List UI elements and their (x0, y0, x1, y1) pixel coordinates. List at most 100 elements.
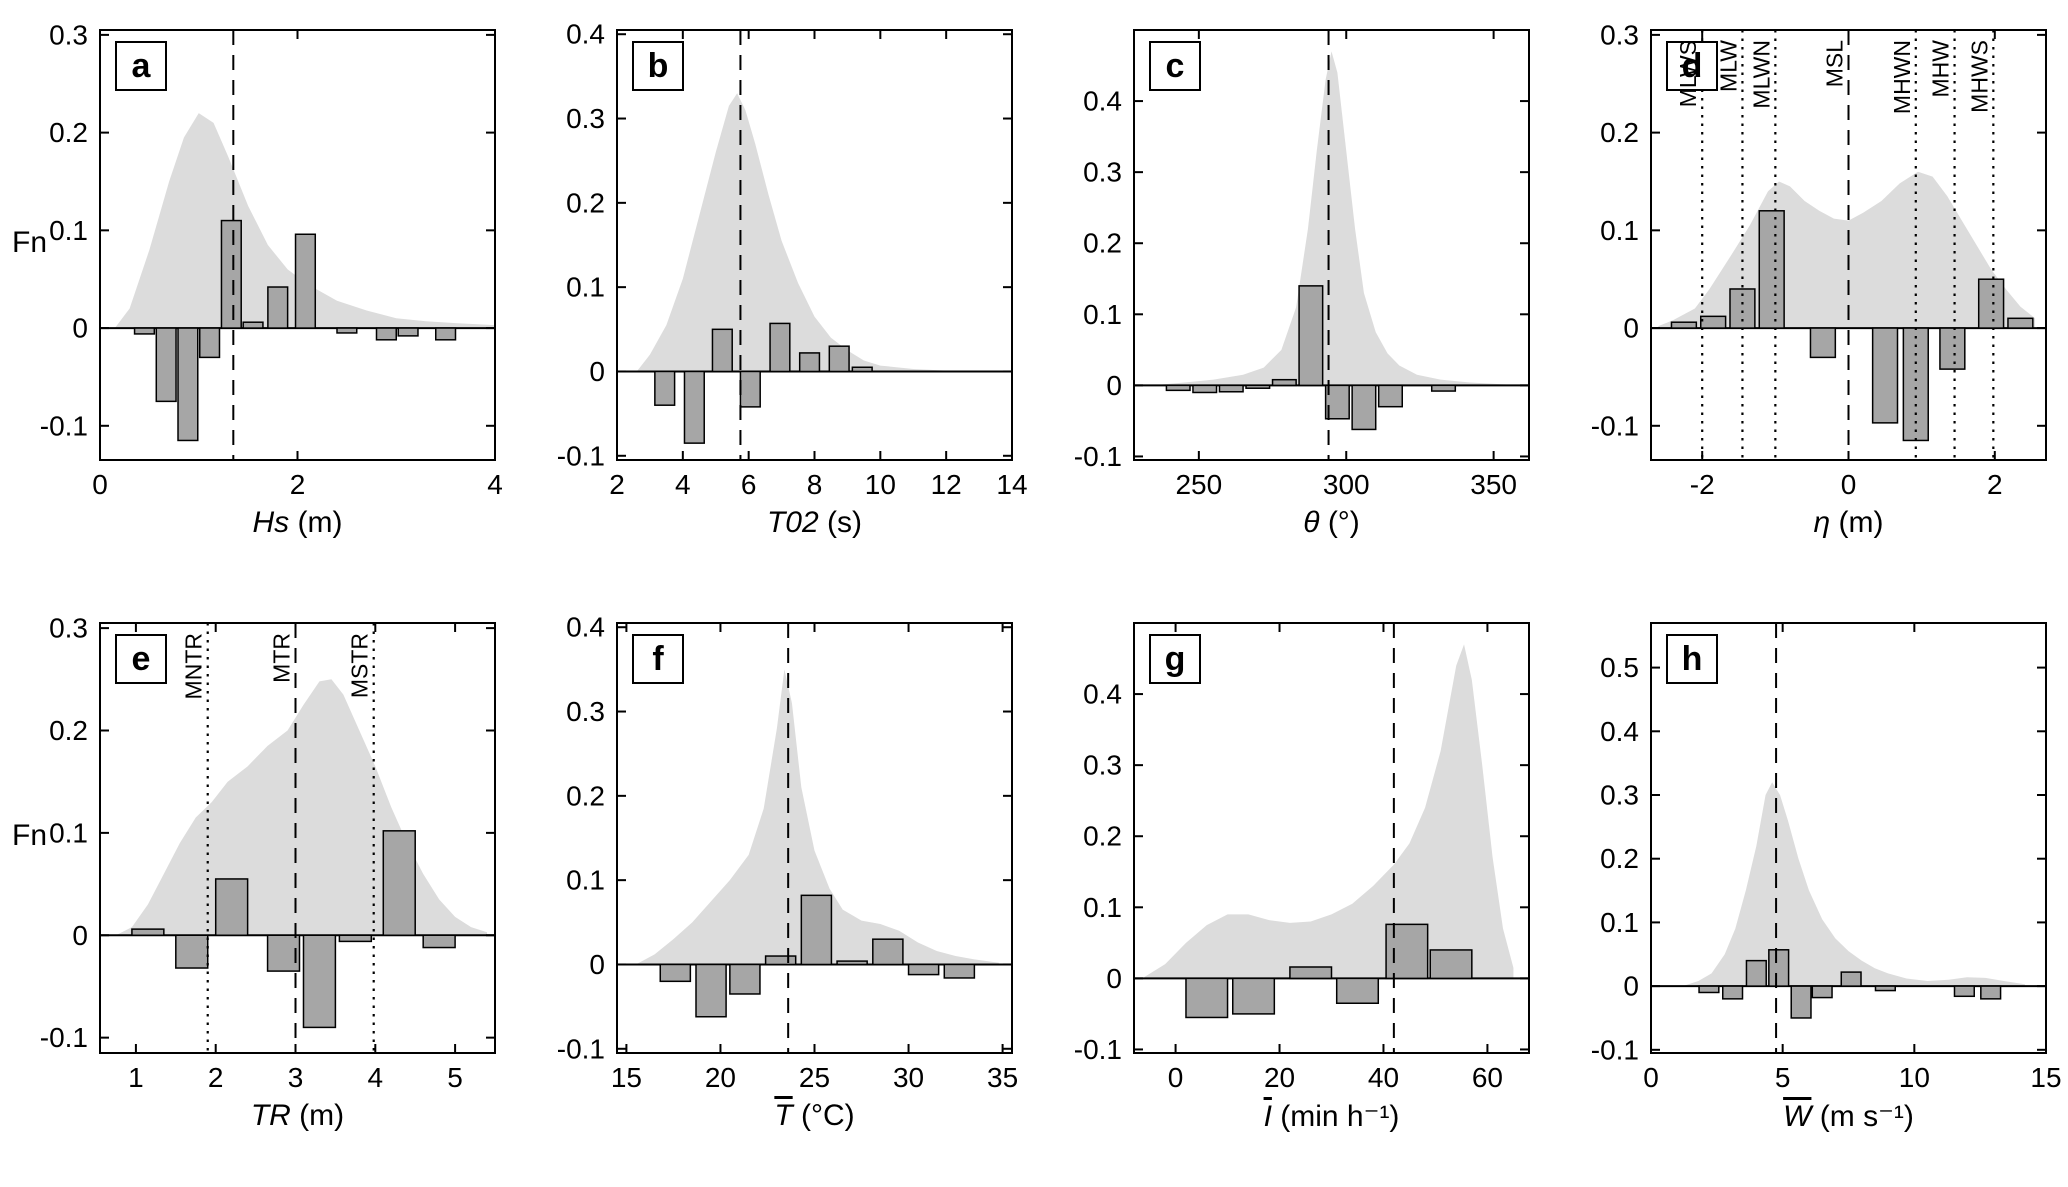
x-axis-variable: T02 (766, 506, 819, 539)
panel-letter-box (1666, 41, 1718, 91)
vline-label: MHWN (1889, 40, 1915, 114)
density-area (1144, 644, 1514, 979)
bar (654, 370, 676, 406)
x-tick-label: 0 (1841, 469, 1857, 500)
bar (769, 322, 791, 373)
bar (435, 327, 457, 341)
y-tick-label: 0.4 (1083, 86, 1122, 117)
bar (695, 963, 727, 1018)
bar (1245, 384, 1271, 389)
bar (155, 327, 177, 403)
bar (266, 934, 301, 972)
x-tick-label: 2 (290, 469, 306, 500)
y-tick-label: 0.2 (1083, 821, 1122, 852)
vline-label: MHWS (1966, 40, 1992, 113)
density-area (1151, 51, 1509, 386)
y-tick-label: 0.4 (1083, 679, 1122, 710)
bar (382, 830, 416, 937)
bar (1745, 959, 1767, 987)
bar (739, 370, 761, 408)
bar (1871, 327, 1899, 424)
bar (1335, 977, 1380, 1004)
y-tick-label: 0.3 (566, 696, 605, 727)
x-tick-label: 25 (799, 1062, 830, 1093)
bar (1722, 985, 1744, 1000)
bar (1670, 321, 1698, 329)
y-tick-label: -0.1 (1591, 1034, 1639, 1065)
bar (214, 878, 249, 937)
bar (1953, 985, 1975, 998)
panel-svg-a: a0 2 4-0.100.10.20.3 (40, 19, 503, 500)
vline-label: MNTR (181, 633, 207, 699)
bar (828, 345, 850, 373)
panel-letter: c (1166, 47, 1185, 85)
x-tick-label: 14 (996, 469, 1027, 500)
axes-box (1133, 622, 1530, 1054)
y-tick-label: 0.1 (566, 865, 605, 896)
x-tick-label: 10 (1899, 1062, 1930, 1093)
bar (336, 327, 358, 334)
bar (764, 955, 797, 966)
x-axis-variable: T (774, 1099, 793, 1132)
x-tick-label: 35 (987, 1062, 1018, 1093)
panel-letter-box (115, 41, 167, 91)
bar (1430, 384, 1457, 392)
bar (711, 328, 733, 373)
y-tick-label: 0.2 (1600, 117, 1639, 148)
y-tick-label: -0.1 (557, 1033, 605, 1064)
x-axis-variable: θ (1303, 506, 1320, 539)
panel-svg-e: e MNTR MTR MSTR 1 2 3 4 5 -0.1 0 0.1 0.2 0.3 (40, 613, 496, 1093)
x-axis-label: W (m s⁻¹) (1651, 1099, 2046, 1134)
bar (1289, 966, 1333, 980)
x-tick-label: 0 (92, 469, 108, 500)
y-tick-label: -0.1 (1074, 1034, 1122, 1065)
bar (872, 938, 904, 966)
panel-letter: e (132, 640, 151, 678)
bar (729, 963, 761, 995)
y-tick-label: 0.1 (566, 272, 605, 303)
y-tick-label: 0.4 (1600, 716, 1639, 747)
x-tick-label: 2 (609, 469, 625, 500)
bar (1351, 384, 1377, 431)
x-axis-unit: (°) (1319, 506, 1360, 539)
y-tick-label: 0.2 (49, 715, 88, 746)
y-tick-label: -0.1 (1591, 410, 1639, 441)
y-tick-label: 0.3 (566, 103, 605, 134)
vline-label: MSL (1822, 40, 1848, 88)
plot-background (617, 30, 1012, 460)
x-axis-label: η (m) (1651, 506, 2046, 540)
y-tick-label: 0.2 (1083, 228, 1122, 259)
y-tick-label: 0.5 (1600, 652, 1639, 683)
y-tick-label: 0.1 (49, 215, 88, 246)
bar (397, 327, 419, 337)
panel-c: c 250 300 350 -0.1 0 0.1 0.2 0.3 0.4 θ (°) (1034, 0, 1551, 593)
y-tick-label: 0 (1623, 313, 1639, 344)
x-tick-label: 15 (611, 1062, 642, 1093)
y-tick-label: 0 (589, 356, 605, 387)
x-tick-label: 12 (931, 469, 962, 500)
vline-label: MLW (1715, 40, 1741, 92)
bar (1811, 985, 1833, 999)
y-tick-label: 0.3 (1083, 157, 1122, 188)
bar (422, 934, 456, 949)
x-tick-label: 20 (705, 1062, 736, 1093)
x-axis-label: T02 (s) (617, 506, 1012, 540)
panel-letter: d (1682, 47, 1703, 85)
y-tick-label: 0.1 (1083, 892, 1122, 923)
bar (1698, 985, 1720, 994)
bar (800, 894, 833, 966)
x-axis-variable: Hs (252, 506, 290, 539)
y-tick-label: 0 (589, 949, 605, 980)
y-tick-label: 0.1 (1600, 215, 1639, 246)
x-tick-label: 0 (1643, 1062, 1659, 1093)
panel-letter: a (132, 47, 152, 85)
panel-letter-box (115, 634, 167, 684)
y-tick-label: -0.1 (40, 410, 88, 441)
axes-box (99, 622, 496, 1054)
y-tick-label: 0.4 (566, 612, 605, 643)
x-axis-unit: (m) (290, 1099, 345, 1132)
panel-h: h 0 5 10 15 -0.1 0 0.1 0.2 0.3 0.4 0.5 W (m s⁻¹) (1551, 593, 2068, 1187)
bar (175, 934, 209, 969)
y-tick-label: 0.2 (49, 117, 88, 148)
